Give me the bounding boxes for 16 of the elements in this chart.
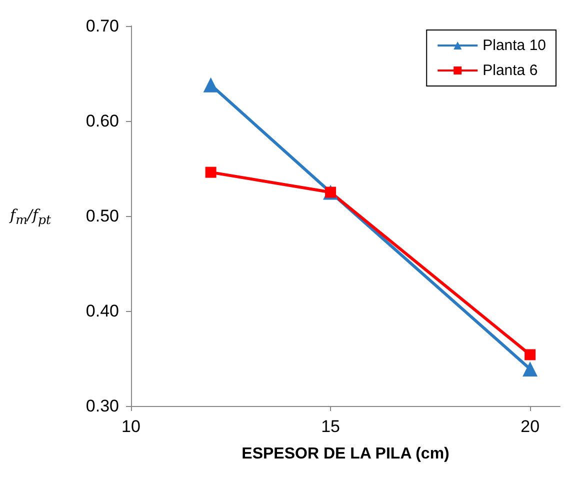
y-tick-label: 0.30 <box>86 396 119 416</box>
x-tick-label: 10 <box>122 417 140 436</box>
point <box>524 349 536 360</box>
x-axis-title: ESPESOR DE LA PILA (cm) <box>242 446 450 462</box>
y-tick-label: 0.60 <box>86 112 119 130</box>
legend-label: Planta 10 <box>482 37 546 54</box>
point <box>203 77 218 92</box>
x-tick-label: 20 <box>520 417 540 436</box>
x-tick-label: 15 <box>321 417 340 436</box>
y-tick-label: 0.40 <box>86 302 119 320</box>
y-axis-title: f$_{m}$/f$_{pt}$ <box>10 206 52 227</box>
y-tick-label: 0.50 <box>86 206 119 226</box>
point <box>205 166 216 178</box>
point <box>522 361 538 376</box>
legend-label: Planta 6 <box>482 62 538 79</box>
y-tick-label: 0.70 <box>86 16 119 36</box>
